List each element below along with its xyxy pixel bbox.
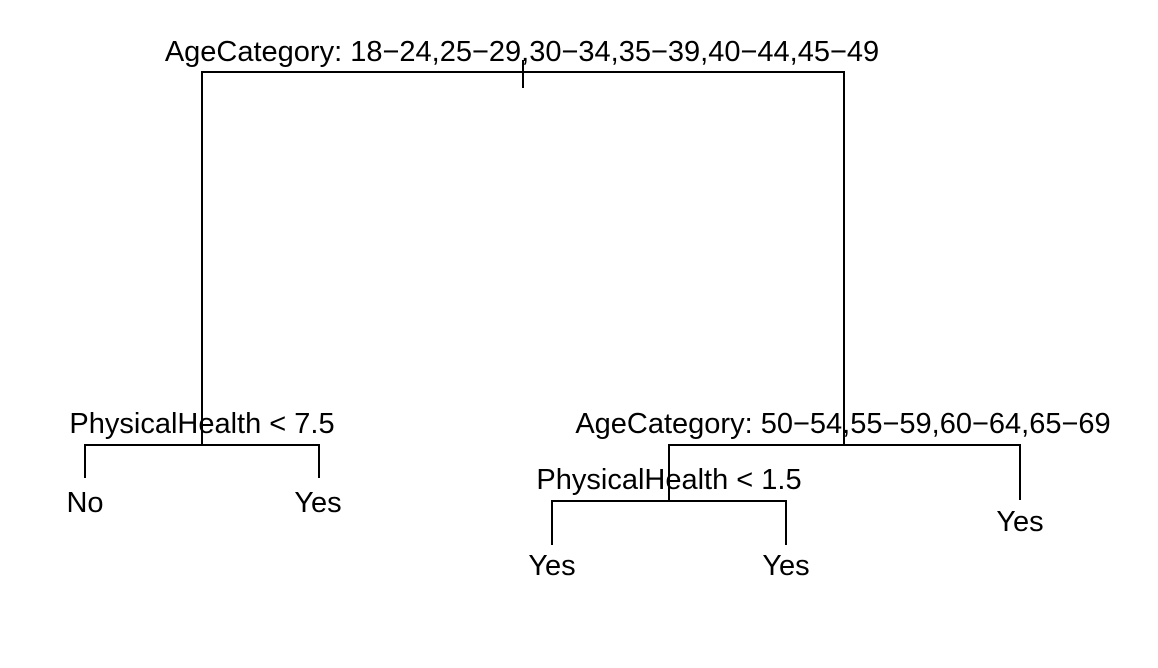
left-node-split-label: PhysicalHealth < 7.5 <box>69 408 334 440</box>
leaf-label-yes: Yes <box>294 487 341 519</box>
leaf-label-yes: Yes <box>528 550 575 582</box>
root-split-label: AgeCategory: 18−24,25−29,30−34,35−39,40−… <box>165 36 879 68</box>
leaf-label-no: No <box>66 487 103 519</box>
leaf-label-yes: Yes <box>762 550 809 582</box>
right-node-branch <box>668 444 1021 501</box>
right-node-split-label: AgeCategory: 50−54,55−59,60−64,65−69 <box>575 408 1110 440</box>
left-node-branch <box>84 444 320 478</box>
right-left-node-split-label: PhysicalHealth < 1.5 <box>536 464 801 496</box>
root-branch <box>201 71 845 445</box>
leaf-label-yes: Yes <box>996 506 1043 538</box>
right-left-node-branch <box>551 500 787 545</box>
